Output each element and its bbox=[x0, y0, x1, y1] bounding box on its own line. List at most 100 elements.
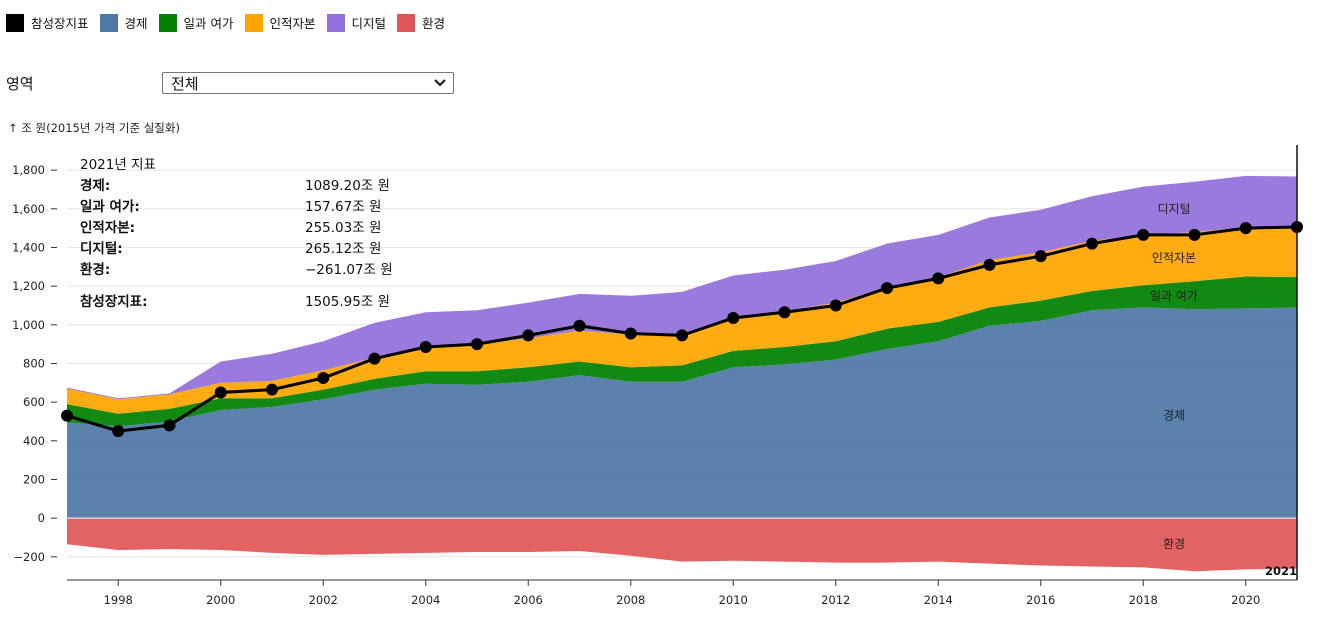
tooltip-row-value: −261.07조 원 bbox=[305, 262, 393, 278]
legend-item-economy: 경제 bbox=[99, 13, 148, 32]
legend-item-environment: 환경 bbox=[397, 13, 445, 32]
economy-area bbox=[67, 307, 1297, 519]
total-indicator-line bbox=[61, 220, 1303, 438]
focus-rule: 2021 bbox=[1265, 145, 1298, 580]
y-tick-label: 600 bbox=[23, 395, 45, 409]
tooltip-row-label: 경제: bbox=[80, 177, 110, 194]
total-point bbox=[676, 329, 688, 342]
total-point bbox=[266, 383, 278, 396]
tooltip-row-label: 디지털: bbox=[80, 241, 123, 257]
x-tick-label: 2010 bbox=[719, 593, 748, 607]
tooltip-row-value: 265.12조 원 bbox=[305, 241, 381, 257]
y-axis-unit-label: ↑ 조 원(2015년 가격 기준 실질화) bbox=[8, 121, 180, 135]
legend-swatch-economy bbox=[99, 13, 118, 32]
x-tick-label: 2008 bbox=[616, 593, 645, 607]
x-axis: 1998 2000 2002 2004 2006 2008 2010 2012 2014 2016… bbox=[67, 579, 1297, 607]
legend-item-work-leisure: 일과 여가 bbox=[158, 13, 234, 32]
legend-label-total: 참성장지표 bbox=[31, 16, 89, 31]
legend-swatch-digital bbox=[326, 13, 345, 32]
x-tick-label: 2004 bbox=[411, 593, 440, 607]
y-tick-label: 1,400 bbox=[12, 240, 45, 254]
y-tick-label: 0 bbox=[38, 511, 45, 525]
tooltip-row-label: 일과 여가: bbox=[80, 198, 140, 215]
total-point bbox=[932, 272, 945, 285]
tooltip-row-value: 157.67조 원 bbox=[305, 199, 381, 215]
total-point bbox=[61, 409, 73, 422]
series-label: 환경 bbox=[1163, 537, 1185, 551]
y-tick-label: 400 bbox=[23, 434, 45, 448]
digital-area bbox=[67, 175, 1297, 400]
total-point bbox=[1137, 228, 1150, 241]
total-point bbox=[1086, 237, 1098, 250]
total-point bbox=[214, 386, 227, 399]
total-point bbox=[727, 312, 740, 325]
total-point bbox=[112, 425, 125, 438]
x-tick-label: 2000 bbox=[206, 593, 235, 607]
total-point bbox=[881, 282, 893, 295]
legend-label-economy: 경제 bbox=[124, 16, 148, 31]
total-point bbox=[368, 352, 381, 365]
area-select-value: 전체 bbox=[171, 74, 199, 93]
legend-swatch-environment bbox=[397, 13, 416, 32]
x-tick-label: 2002 bbox=[309, 593, 338, 607]
legend-swatch-work-leisure bbox=[158, 13, 177, 32]
tooltip-row-value: 255.03조 원 bbox=[305, 220, 381, 236]
area-select[interactable]: 전체 bbox=[162, 72, 454, 94]
legend-swatch-total bbox=[6, 13, 24, 32]
total-point bbox=[522, 329, 535, 342]
legend: 참성장지표 경제 일과 여가 인적자본 디지털 환경 bbox=[6, 13, 456, 32]
legend-item-human-capital: 인적자본 bbox=[244, 13, 316, 32]
legend-swatch-human-capital bbox=[244, 13, 263, 32]
y-tick-label: 1,000 bbox=[12, 318, 45, 332]
total-point bbox=[163, 419, 176, 432]
y-tick-label: 800 bbox=[23, 356, 45, 370]
legend-label-work-leisure: 일과 여가 bbox=[183, 16, 234, 31]
tooltip-total-label: 참성장지표: bbox=[80, 293, 148, 310]
focus-year-label: 2021 bbox=[1265, 564, 1297, 578]
human-capital-area bbox=[67, 227, 1297, 414]
y-tick-label: 1,800 bbox=[12, 163, 45, 177]
y-tick-label: 1,200 bbox=[12, 279, 45, 293]
legend-label-human-capital: 인적자본 bbox=[269, 16, 316, 31]
total-point bbox=[317, 371, 330, 384]
tooltip-row-label: 환경: bbox=[80, 261, 110, 278]
total-point bbox=[1188, 228, 1201, 241]
environment-area bbox=[67, 518, 1297, 572]
series-label: 경제 bbox=[1163, 409, 1185, 423]
total-point bbox=[829, 299, 842, 312]
area-filter-label: 영역 bbox=[6, 75, 34, 93]
series-label: 디지털 bbox=[1157, 202, 1190, 216]
x-tick-label: 2018 bbox=[1129, 593, 1158, 607]
total-point bbox=[419, 341, 432, 354]
y-tick-label: 200 bbox=[23, 472, 45, 486]
x-tick-label: 2014 bbox=[924, 593, 953, 607]
chevron-down-icon bbox=[434, 79, 446, 87]
x-tick-label: 2012 bbox=[821, 593, 850, 607]
series-label: 인적자본 bbox=[1152, 251, 1196, 265]
tooltip-title: 2021년 지표 bbox=[80, 157, 156, 173]
work-leisure-area bbox=[67, 276, 1297, 427]
x-tick-label: 2006 bbox=[514, 593, 543, 607]
y-tick-label: 1,600 bbox=[12, 202, 45, 216]
x-tick-label: 2016 bbox=[1026, 593, 1055, 607]
stacked-areas bbox=[67, 175, 1297, 572]
tooltip-total-value: 1505.95조 원 bbox=[305, 294, 390, 310]
x-tick-label: 2020 bbox=[1231, 593, 1260, 607]
y-axis: −200 0 200 400 600 800 1,000 1,200 1,400 1,600 1,8… bbox=[12, 163, 57, 564]
legend-label-environment: 환경 bbox=[422, 16, 446, 31]
total-point bbox=[1239, 222, 1252, 235]
total-point bbox=[573, 319, 586, 332]
total-point bbox=[471, 338, 483, 351]
y-tick-label: −200 bbox=[13, 550, 45, 564]
legend-item-total: 참성장지표 bbox=[6, 13, 89, 32]
tooltip-row-label: 인적자본: bbox=[80, 219, 135, 236]
total-point bbox=[1034, 250, 1047, 263]
series-label: 일과 여가 bbox=[1150, 289, 1198, 303]
legend-item-digital: 디지털 bbox=[326, 13, 387, 32]
legend-label-digital: 디지털 bbox=[351, 16, 387, 31]
total-point bbox=[624, 327, 637, 340]
total-point bbox=[983, 258, 996, 271]
